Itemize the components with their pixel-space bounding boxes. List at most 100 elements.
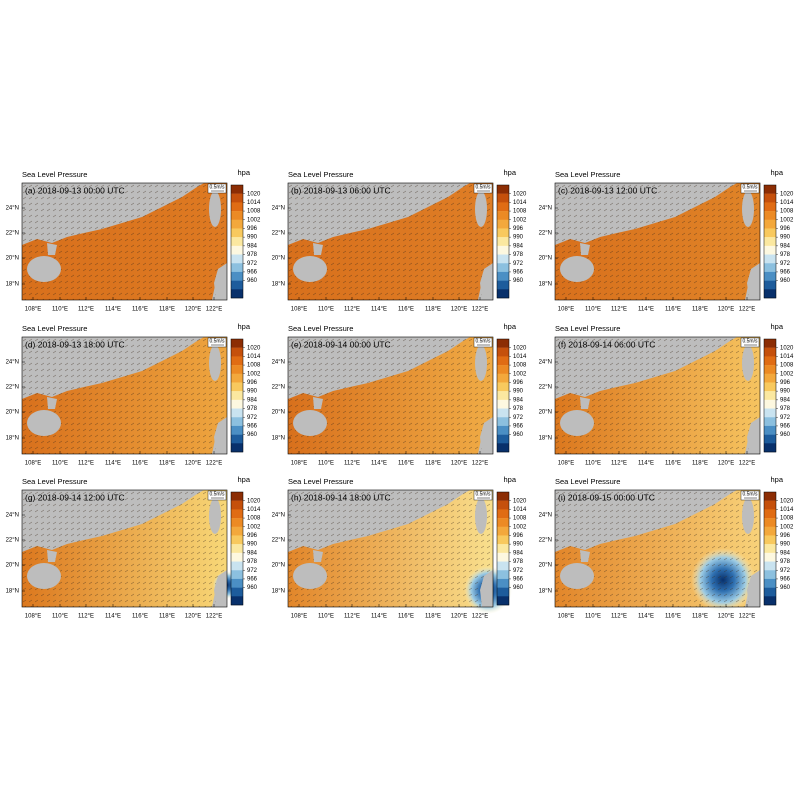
taiwan	[209, 345, 221, 381]
colorbar-segment	[497, 254, 509, 264]
colorbar-label: 1002	[513, 217, 527, 223]
units: hpa	[770, 322, 783, 331]
y-tick-label: 18°N	[6, 282, 19, 288]
map-frame	[21, 489, 228, 608]
panel-title: Sea Level Pressure	[555, 477, 620, 486]
colorbar-frame	[763, 491, 777, 606]
x-tick-label: 108°E	[25, 307, 41, 313]
colorbar-label: 966	[513, 424, 524, 430]
colorbar-segment	[764, 289, 776, 299]
colorbar-segment	[764, 408, 776, 418]
y-tick-label: 24°N	[272, 206, 285, 212]
panel: (b) 2018-09-13 06:00 UTC 0.5m/s Sea Level …	[272, 168, 527, 313]
colorbar-label: 984	[513, 243, 524, 249]
colorbar-label: 990	[247, 542, 258, 548]
colorbar-segment	[231, 399, 243, 409]
wind-vectors	[555, 337, 760, 454]
x-tick-label: 110°E	[52, 461, 68, 467]
colorbar-label: 996	[780, 226, 791, 232]
y-tick-label: 20°N	[272, 563, 285, 569]
colorbar-label: 966	[247, 577, 258, 583]
leizhou	[47, 550, 57, 562]
colorbar-segment	[231, 443, 243, 453]
ref-box	[740, 183, 760, 194]
x-tick-label: 118°E	[159, 307, 175, 313]
panel-title: Sea Level Pressure	[288, 477, 353, 486]
ref-box	[473, 183, 493, 194]
colorbar-label: 978	[513, 252, 524, 258]
colorbar-segment	[497, 382, 509, 392]
colorbar-label: 1020	[247, 345, 261, 351]
colorbar-label: 1014	[780, 200, 794, 206]
colorbar-label: 960	[513, 432, 524, 438]
x-tick-label: 116°E	[132, 307, 148, 313]
colorbar-label: 972	[247, 261, 258, 267]
x-tick-label: 112°E	[611, 614, 627, 620]
colorbar-label: 960	[780, 432, 791, 438]
x-tick-label: 110°E	[585, 614, 601, 620]
colorbar-label: 1014	[247, 507, 261, 513]
colorbar-label: 1014	[780, 507, 794, 513]
x-tick-label: 110°E	[318, 614, 334, 620]
wind-vectors	[22, 337, 227, 454]
x-tick-label: 122°E	[472, 461, 488, 467]
colorbar-label: 960	[780, 278, 791, 284]
colorbar-segment	[764, 587, 776, 597]
x-tick-label: 116°E	[665, 614, 681, 620]
x-tick-label: 112°E	[78, 461, 94, 467]
colorbar-segment	[231, 526, 243, 536]
leizhou	[47, 397, 57, 409]
panel-label: (g) 2018-09-14 12:00 UTC	[25, 492, 125, 502]
colorbar-segment	[764, 552, 776, 562]
colorbar-segment	[231, 578, 243, 588]
colorbar-label: 978	[247, 252, 258, 258]
x-tick-label: 110°E	[585, 307, 601, 313]
colorbar-segment	[764, 365, 776, 374]
colorbar-segment	[497, 587, 509, 597]
colorbar-segment	[497, 280, 509, 290]
x-tick-label: 108°E	[25, 461, 41, 467]
colorbar-label: 972	[780, 568, 791, 574]
y-tick-label: 24°N	[539, 206, 552, 212]
y-tick-label: 22°N	[272, 231, 285, 237]
colorbar-label: 1014	[513, 200, 527, 206]
panel: (i) 2018-09-15 00:00 UTC 0.5m/s Sea Level …	[539, 475, 794, 620]
colorbar-segment	[764, 509, 776, 519]
y-tick-label: 20°N	[539, 563, 552, 569]
x-tick-label: 110°E	[52, 307, 68, 313]
leizhou	[580, 550, 590, 562]
colorbar-segment	[764, 339, 776, 348]
panel-title: Sea Level Pressure	[22, 170, 87, 179]
colorbar-segment	[231, 289, 243, 299]
panel-title: Sea Level Pressure	[288, 324, 353, 333]
y-tick-label: 20°N	[539, 410, 552, 416]
colorbar-segment	[764, 391, 776, 401]
colorbar-label: 966	[780, 270, 791, 276]
colorbar-segment	[231, 228, 243, 238]
colorbar-segment	[497, 365, 509, 374]
colorbar-segment	[231, 509, 243, 519]
panel: (g) 2018-09-14 12:00 UTC 0.5m/s Sea Level …	[6, 475, 261, 620]
ref-vector-label: 0.5m/s	[742, 338, 758, 344]
colorbar-label: 978	[780, 252, 791, 258]
y-tick-label: 20°N	[6, 256, 19, 262]
colorbar-segment	[764, 185, 776, 194]
colorbar-label: 1002	[513, 371, 527, 377]
units: hpa	[770, 475, 783, 484]
colorbar-label: 990	[780, 235, 791, 241]
colorbar-label: 984	[513, 397, 524, 403]
colorbar-label: 972	[513, 568, 524, 574]
colorbar-label: 1020	[780, 345, 794, 351]
luzon	[214, 263, 227, 300]
colorbar-segment	[231, 408, 243, 418]
colorbar-segment	[764, 356, 776, 366]
colorbar-segment	[497, 373, 509, 383]
colorbar-label: 966	[780, 424, 791, 430]
colorbar-segment	[764, 347, 776, 357]
colorbar-label: 978	[247, 406, 258, 412]
x-tick-label: 116°E	[398, 307, 414, 313]
leizhou	[313, 550, 323, 562]
x-tick-label: 120°E	[451, 614, 467, 620]
panel-title: Sea Level Pressure	[288, 170, 353, 179]
colorbar-segment	[764, 443, 776, 453]
